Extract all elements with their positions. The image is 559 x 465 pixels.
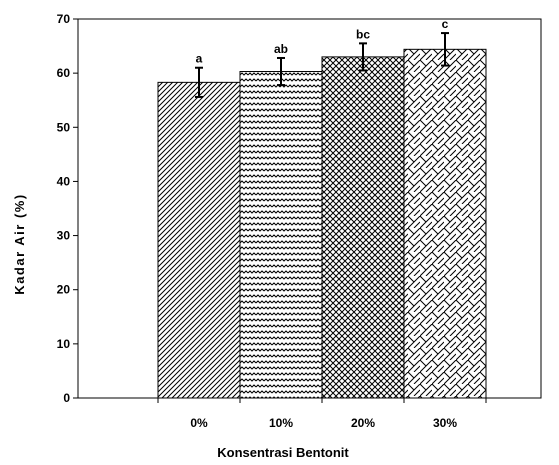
bar	[239, 71, 323, 399]
significance-label: a	[196, 52, 203, 66]
significance-label: ab	[274, 42, 288, 56]
y-tick-label: 30	[57, 229, 71, 243]
y-tick-label: 40	[57, 174, 71, 188]
y-tick-label: 20	[57, 283, 71, 297]
bar	[403, 48, 487, 399]
x-tick-label: 30%	[433, 416, 457, 430]
x-tick-label: 10%	[269, 416, 293, 430]
y-tick-label: 60	[57, 66, 71, 80]
y-tick-label: 0	[63, 391, 70, 405]
significance-label: c	[442, 17, 449, 31]
plot-area: 0 10 20 30 40 50 60 70 a 0% ab 10% bc 20% c 30%	[57, 12, 542, 430]
significance-label: bc	[356, 27, 370, 41]
y-tick-label: 50	[57, 120, 71, 134]
y-tick-label: 10	[57, 337, 71, 351]
y-tick-label: 70	[57, 12, 71, 26]
x-tick-label: 0%	[190, 416, 208, 430]
y-axis-title: Kadar Air (%)	[12, 193, 27, 294]
x-axis-title: Konsentrasi Bentonit	[217, 445, 349, 460]
bar	[321, 56, 405, 399]
bar	[157, 81, 241, 399]
x-tick-label: 20%	[351, 416, 375, 430]
